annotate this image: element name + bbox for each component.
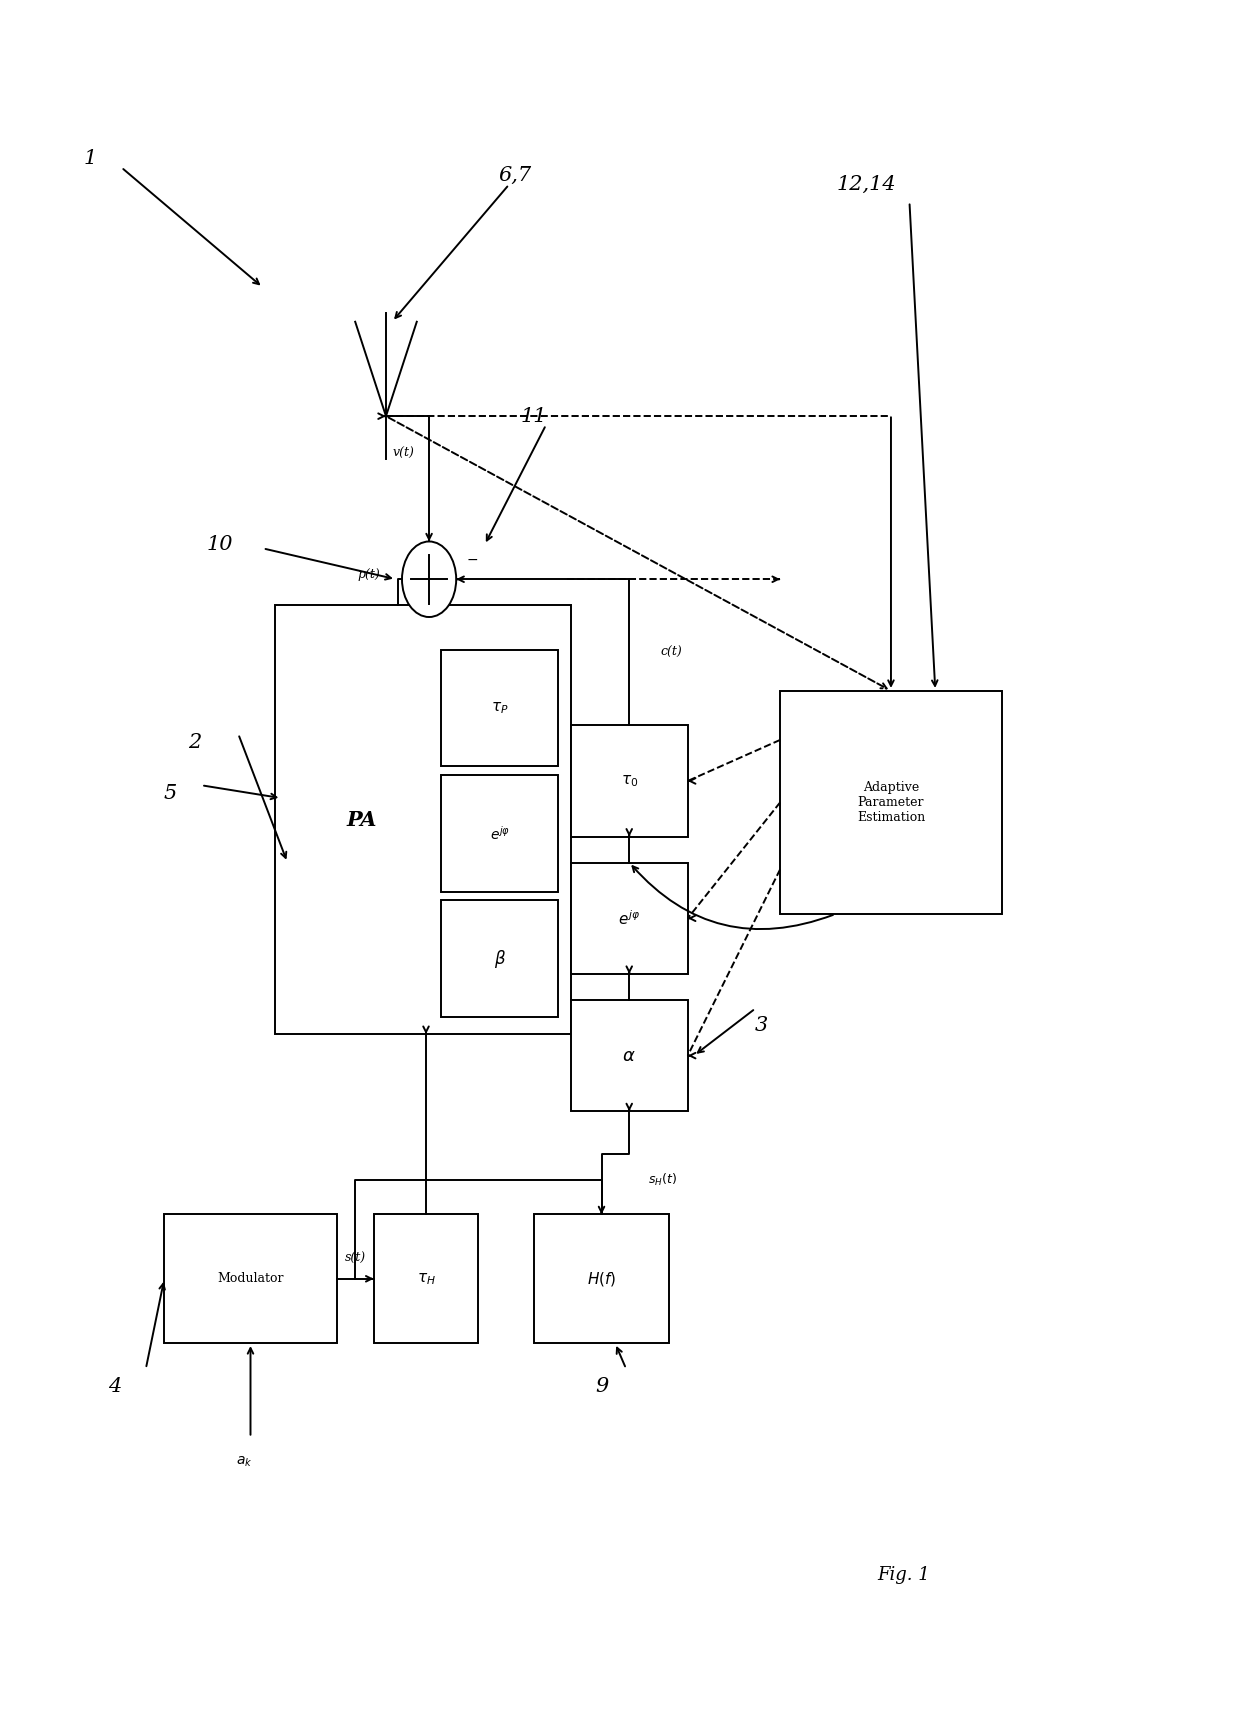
Text: $e^{j\varphi}$: $e^{j\varphi}$ bbox=[490, 825, 510, 842]
FancyBboxPatch shape bbox=[373, 1214, 479, 1344]
Text: $a_k$: $a_k$ bbox=[236, 1454, 253, 1470]
Text: $H(f)$: $H(f)$ bbox=[587, 1270, 616, 1289]
Text: $\beta$: $\beta$ bbox=[494, 947, 506, 969]
Text: 6,7: 6,7 bbox=[498, 166, 532, 185]
FancyBboxPatch shape bbox=[780, 690, 1002, 914]
Text: 9: 9 bbox=[595, 1377, 608, 1396]
FancyBboxPatch shape bbox=[570, 724, 688, 837]
Text: $\alpha$: $\alpha$ bbox=[622, 1047, 636, 1064]
Text: 3: 3 bbox=[755, 1016, 769, 1035]
FancyBboxPatch shape bbox=[570, 862, 688, 975]
Text: v(t): v(t) bbox=[392, 447, 414, 461]
Text: c(t): c(t) bbox=[660, 645, 682, 659]
FancyBboxPatch shape bbox=[441, 900, 558, 1018]
Text: 1: 1 bbox=[84, 148, 97, 167]
Text: $\tau_0$: $\tau_0$ bbox=[620, 773, 637, 788]
Text: $e^{j\varphi}$: $e^{j\varphi}$ bbox=[619, 909, 640, 928]
Text: Modulator: Modulator bbox=[217, 1273, 284, 1285]
Text: Fig. 1: Fig. 1 bbox=[877, 1566, 930, 1584]
FancyBboxPatch shape bbox=[570, 1000, 688, 1111]
Text: 11: 11 bbox=[521, 407, 547, 426]
FancyBboxPatch shape bbox=[441, 650, 558, 766]
Text: PA: PA bbox=[346, 809, 377, 830]
Text: 5: 5 bbox=[164, 785, 177, 804]
Text: $\tau_P$: $\tau_P$ bbox=[491, 700, 508, 716]
Text: 10: 10 bbox=[206, 535, 233, 554]
FancyBboxPatch shape bbox=[275, 605, 570, 1035]
FancyBboxPatch shape bbox=[164, 1214, 337, 1344]
Text: $-$: $-$ bbox=[466, 552, 479, 566]
Circle shape bbox=[402, 542, 456, 618]
Text: $s_H(t)$: $s_H(t)$ bbox=[647, 1171, 677, 1189]
Text: s(t): s(t) bbox=[345, 1252, 366, 1264]
Text: 12,14: 12,14 bbox=[837, 174, 897, 193]
Text: 2: 2 bbox=[188, 733, 202, 752]
Text: p(t): p(t) bbox=[357, 569, 379, 581]
FancyBboxPatch shape bbox=[533, 1214, 670, 1344]
Text: 4: 4 bbox=[108, 1377, 122, 1396]
FancyBboxPatch shape bbox=[441, 775, 558, 892]
Text: $\tau_H$: $\tau_H$ bbox=[417, 1271, 435, 1287]
Text: Adaptive
Parameter
Estimation: Adaptive Parameter Estimation bbox=[857, 781, 925, 825]
